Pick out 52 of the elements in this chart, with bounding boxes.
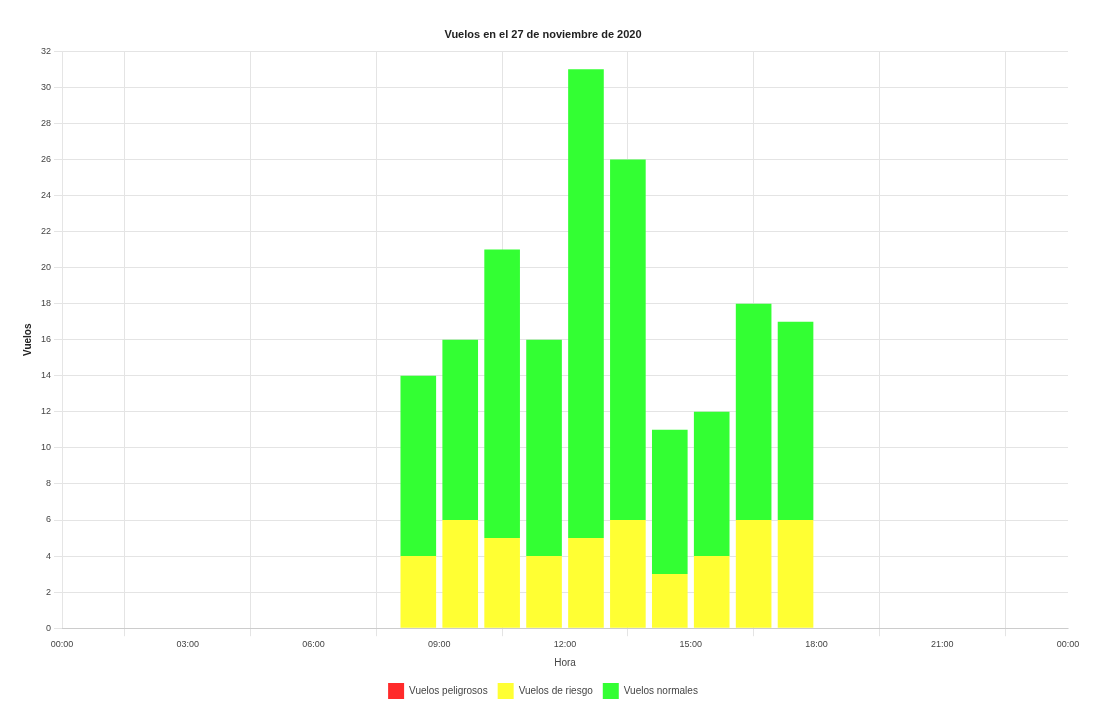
- x-tick-label: 12:00: [553, 639, 577, 650]
- bar: [526, 339, 562, 557]
- chart-title: Vuelos en el 27 de noviembre de 2020: [444, 27, 642, 40]
- bar: [735, 303, 772, 521]
- y-tick-label: 26: [41, 153, 52, 164]
- y-axis-title: Vuelos: [21, 323, 33, 356]
- bar: [484, 249, 520, 539]
- y-tick-label: 22: [41, 226, 52, 236]
- y-tick-label: 18: [41, 298, 52, 309]
- y-tick-label: 32: [41, 45, 52, 56]
- bar: [568, 69, 604, 539]
- bar: [442, 339, 479, 521]
- x-tick-label: 09:00: [427, 639, 451, 650]
- legend-label: Vuelos normales: [623, 684, 698, 696]
- bar: [651, 429, 688, 575]
- y-tick-label: 10: [41, 442, 52, 453]
- bar: [526, 556, 562, 628]
- bar: [693, 556, 730, 628]
- bar: [610, 520, 646, 628]
- legend-label: Vuelos de riesgo: [518, 684, 594, 696]
- y-tick-label: 0: [46, 622, 52, 633]
- y-tick-label: 14: [41, 370, 52, 381]
- x-tick-label: 00:00: [50, 639, 74, 650]
- x-tick-label: 00:00: [1056, 639, 1080, 650]
- y-tick-label: 4: [46, 550, 52, 561]
- y-tick-label: 12: [41, 406, 52, 417]
- y-tick-label: 6: [46, 514, 52, 525]
- legend-label: Vuelos peligrosos: [409, 684, 488, 696]
- bar: [777, 520, 814, 628]
- bar: [693, 411, 730, 557]
- x-tick-label: 06:00: [302, 639, 325, 650]
- bar: [442, 520, 479, 628]
- bar: [400, 556, 437, 628]
- x-axis-title: Hora: [554, 656, 577, 668]
- y-tick-label: 24: [41, 189, 52, 200]
- y-tick-label: 16: [41, 334, 52, 345]
- y-tick-label: 28: [41, 117, 52, 128]
- x-tick-label: 21:00: [930, 639, 954, 650]
- y-tick-label: 8: [46, 478, 52, 489]
- bar: [400, 375, 437, 557]
- bar: [568, 538, 604, 628]
- bar: [777, 321, 814, 521]
- y-tick-label: 30: [41, 81, 52, 92]
- bar: [610, 159, 646, 521]
- x-tick-label: 18:00: [805, 639, 828, 650]
- y-tick-label: 20: [41, 262, 52, 273]
- bar: [735, 520, 772, 628]
- x-tick-label: 15:00: [679, 639, 703, 650]
- x-tick-label: 03:00: [176, 639, 200, 650]
- bar: [651, 574, 688, 628]
- y-tick-label: 2: [46, 586, 52, 597]
- bar: [484, 538, 520, 628]
